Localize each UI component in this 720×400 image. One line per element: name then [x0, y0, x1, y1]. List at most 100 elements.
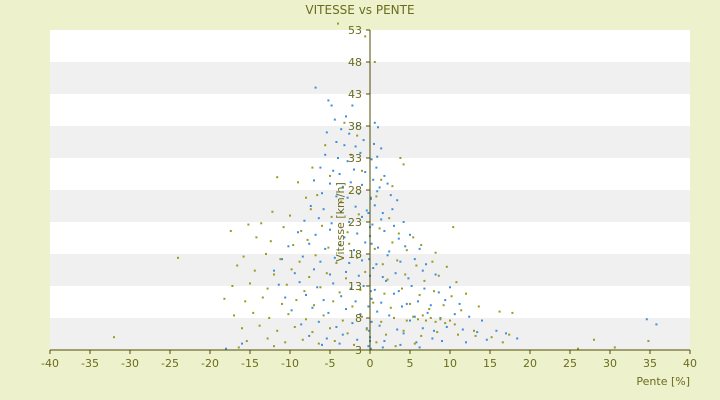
data-point [354, 300, 357, 303]
data-point [313, 304, 315, 307]
data-point [439, 317, 442, 319]
data-point [338, 342, 341, 345]
y-tick-label: 3 [355, 344, 362, 357]
data-point [337, 22, 339, 25]
y-tick-label: 33 [348, 152, 362, 165]
data-point [345, 115, 347, 118]
data-point [410, 285, 413, 287]
data-point [322, 208, 325, 211]
data-point [437, 291, 440, 294]
data-point [308, 276, 311, 279]
data-point [311, 166, 314, 169]
data-point [343, 121, 346, 124]
data-point [402, 163, 405, 166]
data-point [298, 281, 301, 284]
data-point [335, 195, 338, 198]
data-point [474, 334, 477, 337]
data-point [364, 171, 367, 174]
data-point [389, 194, 392, 197]
data-point [428, 308, 431, 311]
data-point [319, 260, 322, 263]
data-point [361, 169, 363, 172]
data-point [386, 278, 389, 281]
data-point [368, 258, 371, 261]
data-point [401, 305, 403, 308]
data-point [396, 328, 399, 331]
data-point [645, 318, 648, 321]
data-point [476, 331, 479, 334]
data-point [372, 301, 375, 304]
data-point [399, 157, 402, 159]
data-point [303, 290, 306, 293]
data-point [281, 258, 283, 261]
data-point [577, 347, 579, 350]
data-point [369, 196, 372, 199]
data-point [441, 340, 443, 343]
data-point [265, 253, 267, 255]
x-tick-label: 15 [483, 357, 497, 370]
data-point [313, 179, 315, 182]
data-point [444, 299, 447, 302]
x-tick-label: 20 [523, 357, 537, 370]
y-tick-label: 13 [348, 280, 362, 293]
data-point [229, 229, 232, 232]
data-point [348, 261, 351, 264]
data-point [511, 311, 514, 314]
y-tick-label: 53 [348, 24, 362, 37]
data-point [353, 343, 355, 346]
data-point [418, 346, 421, 349]
data-point [113, 336, 115, 339]
data-point [322, 299, 325, 302]
data-point [324, 144, 327, 147]
data-point [330, 104, 333, 107]
data-point [452, 226, 455, 229]
data-point [308, 334, 311, 337]
data-point [394, 272, 397, 275]
data-point [370, 158, 373, 161]
data-point [391, 241, 394, 244]
x-tick-label: 40 [683, 357, 697, 370]
data-point [383, 340, 386, 343]
data-point [401, 287, 403, 290]
data-point [381, 263, 384, 266]
data-point [361, 215, 363, 218]
data-point [349, 181, 352, 184]
data-point [314, 254, 317, 257]
data-point [405, 319, 408, 322]
data-point [412, 236, 415, 239]
data-point [359, 288, 362, 291]
data-point [343, 144, 346, 147]
data-point [356, 232, 359, 235]
data-point [407, 277, 410, 280]
data-point [337, 157, 339, 159]
data-point [477, 305, 480, 308]
data-point [346, 160, 349, 163]
data-point [377, 126, 379, 129]
data-point [397, 232, 400, 235]
data-point [285, 283, 288, 286]
data-point [365, 328, 368, 331]
data-point [393, 292, 395, 295]
data-point [394, 345, 397, 348]
data-point [378, 227, 381, 230]
data-point [324, 247, 327, 250]
data-point [341, 319, 344, 322]
x-axis-label: Pente [%] [636, 375, 690, 388]
x-tick-label: -35 [81, 357, 99, 370]
data-point [260, 222, 263, 225]
data-point [236, 264, 239, 267]
x-tick-label: 10 [443, 357, 457, 370]
data-point [402, 332, 405, 335]
data-point [434, 320, 437, 323]
data-point [346, 332, 349, 335]
data-point [362, 285, 365, 287]
data-point [490, 336, 493, 339]
data-point [329, 228, 331, 231]
data-point [292, 244, 295, 247]
data-point [388, 314, 391, 317]
data-point [311, 331, 314, 334]
data-point [317, 217, 320, 220]
data-point [241, 342, 243, 345]
data-point [314, 86, 317, 89]
data-point [393, 224, 395, 227]
